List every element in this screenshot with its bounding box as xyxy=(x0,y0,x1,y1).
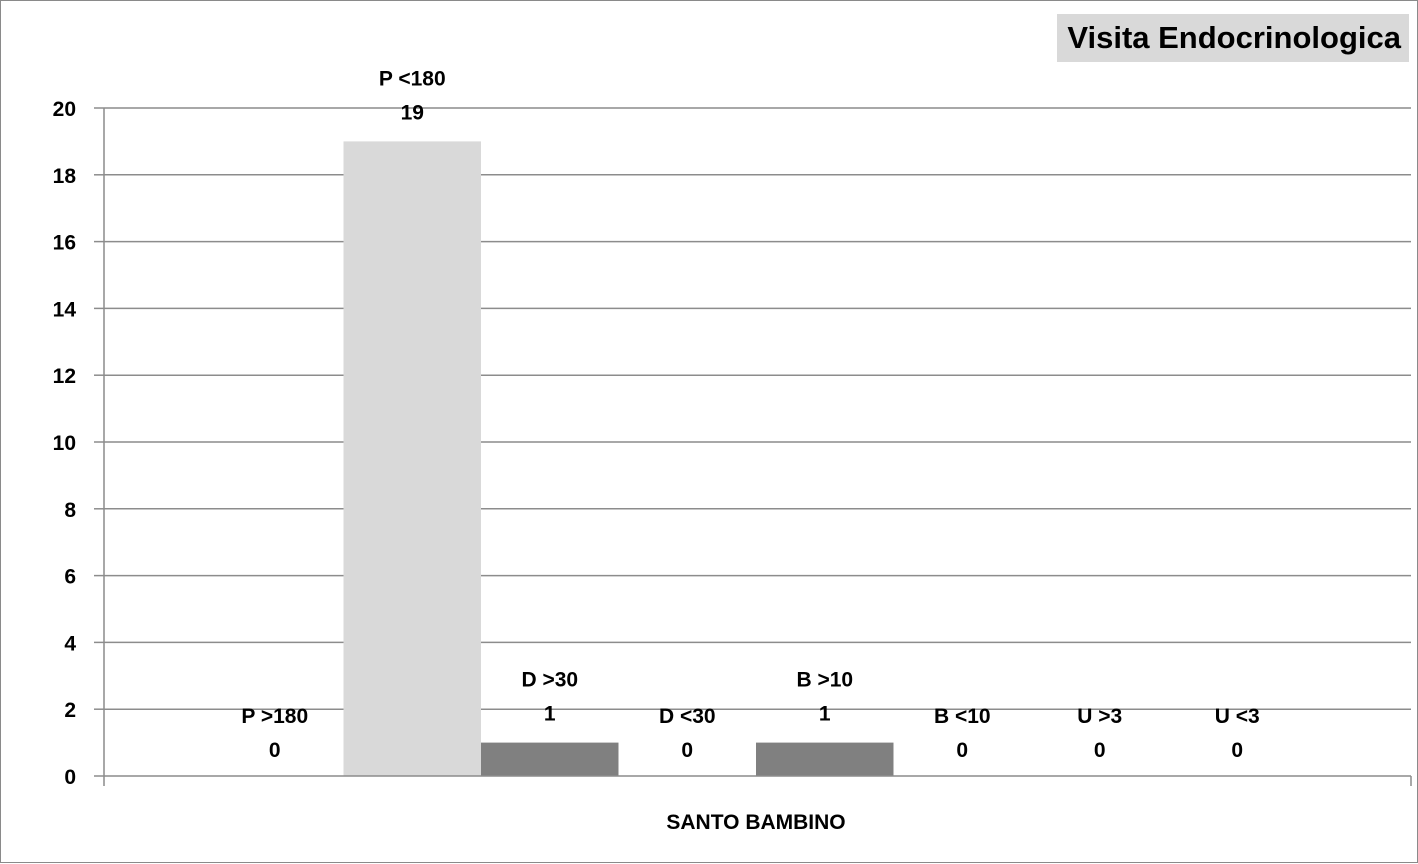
bar-category-label: B <10 xyxy=(934,705,991,728)
bar-value-label: 0 xyxy=(956,739,968,762)
bar-category-label: P <180 xyxy=(379,67,446,90)
y-tick-label: 10 xyxy=(53,432,76,455)
bar xyxy=(343,141,481,776)
y-tick-label: 18 xyxy=(53,165,77,188)
bar-category-label: B >10 xyxy=(796,669,853,692)
data-labels: P >180 0 P <180 19 D >30 1 D <30 0 B >10 1 B <10 0 U… xyxy=(241,67,1259,762)
y-tick-label: 14 xyxy=(53,298,77,321)
y-tick-label: 2 xyxy=(64,699,76,722)
bar-value-label: 1 xyxy=(819,703,831,726)
bars xyxy=(343,141,894,776)
y-tick-label: 8 xyxy=(64,499,76,522)
y-tick-label: 20 xyxy=(53,98,76,121)
bar-value-label: 19 xyxy=(401,101,424,124)
gridlines xyxy=(104,107,1411,710)
bar-value-label: 0 xyxy=(1231,739,1243,762)
bar xyxy=(756,742,894,776)
y-tick-label: 12 xyxy=(53,365,76,388)
bar-value-label: 0 xyxy=(681,739,693,762)
bar-value-label: 1 xyxy=(544,703,556,726)
x-axis-title: SANTO BAMBINO xyxy=(666,811,845,834)
y-tick-label: 4 xyxy=(64,632,76,655)
bar-value-label: 0 xyxy=(1094,739,1106,762)
bar-category-label: U <3 xyxy=(1215,705,1260,728)
bar-category-label: P >180 xyxy=(241,705,308,728)
bar-value-label: 0 xyxy=(269,739,281,762)
y-tick-label: 0 xyxy=(64,766,76,789)
bar xyxy=(481,742,619,776)
y-tick-label: 16 xyxy=(53,232,76,255)
bar-category-label: D >30 xyxy=(521,669,578,692)
chart-title: Visita Endocrinologica xyxy=(1057,14,1409,62)
bar-category-label: U >3 xyxy=(1077,705,1122,728)
y-tick-label: 6 xyxy=(64,566,76,589)
bar-category-label: D <30 xyxy=(659,705,716,728)
